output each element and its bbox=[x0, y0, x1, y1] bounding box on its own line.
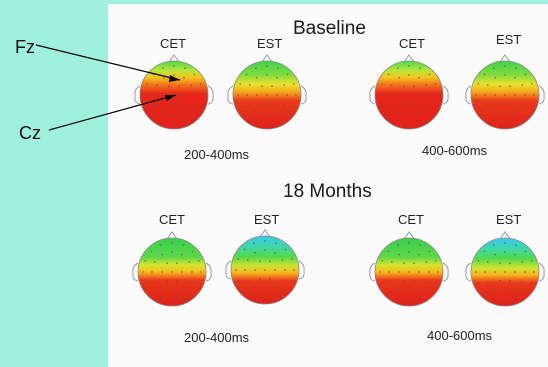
months-title: 18 Months bbox=[283, 181, 372, 202]
fz-arrow bbox=[35, 44, 181, 82]
fz-label: Fz bbox=[15, 37, 35, 57]
head-map-1-1-1 bbox=[465, 231, 545, 307]
baseline-est-label-2: EST bbox=[496, 32, 522, 47]
head-map-0-0-0 bbox=[134, 54, 214, 130]
baseline-cet-label: CET bbox=[160, 36, 186, 51]
months-cet-label-2: CET bbox=[398, 212, 424, 227]
head-map-0-1-1 bbox=[465, 54, 545, 130]
baseline-title: Baseline bbox=[293, 18, 366, 39]
baseline-window-1: 200-400ms bbox=[184, 147, 250, 162]
cz-label: Cz bbox=[19, 123, 41, 143]
months-window-2: 400-600ms bbox=[427, 328, 493, 343]
baseline-window-2: 400-600ms bbox=[422, 143, 488, 158]
head-map-1-0-0 bbox=[132, 231, 212, 307]
baseline-cet-label-2: CET bbox=[399, 36, 425, 51]
months-window-1: 200-400ms bbox=[184, 330, 250, 345]
head-map-1-1-0 bbox=[369, 231, 449, 307]
cz-arrow bbox=[48, 94, 177, 131]
months-cet-label: CET bbox=[159, 212, 185, 227]
head-map-1-0-1 bbox=[225, 229, 305, 305]
months-est-label: EST bbox=[254, 212, 280, 227]
head-map-0-0-1 bbox=[227, 54, 307, 130]
baseline-est-label: EST bbox=[257, 36, 283, 51]
head-map-0-1-0 bbox=[369, 54, 449, 130]
months-est-label-2: EST bbox=[496, 212, 522, 227]
